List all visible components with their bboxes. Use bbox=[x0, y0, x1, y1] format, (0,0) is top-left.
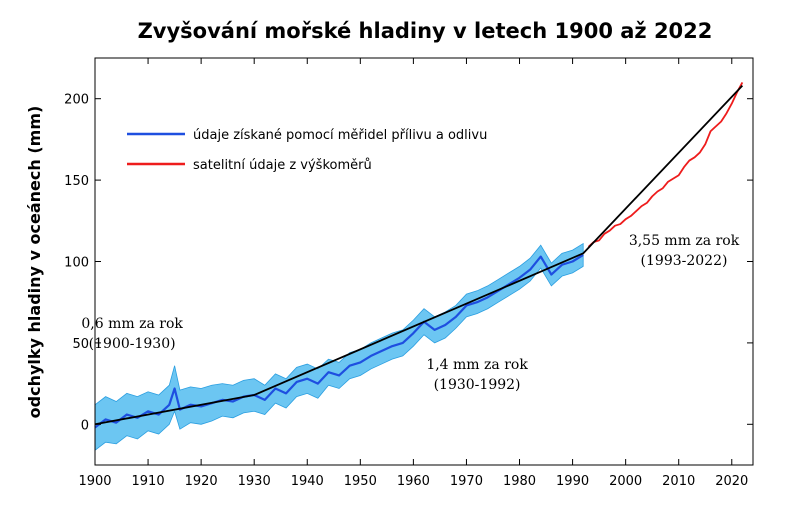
chart-title: Zvyšování mořské hladiny v letech 1900 a… bbox=[138, 19, 713, 43]
tide-gauge-band bbox=[94, 242, 584, 452]
x-tick-label: 2000 bbox=[609, 474, 642, 489]
legend: údaje získané pomocí měřidel přílivu a o… bbox=[127, 128, 487, 173]
y-tick-label: 100 bbox=[64, 256, 89, 271]
y-tick-label: 150 bbox=[64, 174, 89, 189]
tide-gauge-uncertainty-band bbox=[94, 242, 584, 452]
x-tick-label: 2010 bbox=[662, 474, 695, 489]
y-tick-label: 200 bbox=[64, 93, 89, 108]
annotation-rate: 1,4 mm za rok bbox=[426, 357, 528, 373]
annotation-rate: 3,55 mm za rok bbox=[629, 233, 740, 249]
y-tick-label: 0 bbox=[81, 418, 89, 433]
x-tick-label: 1930 bbox=[238, 474, 271, 489]
legend-label-satellite: satelitní údaje z výškoměrů bbox=[193, 158, 372, 173]
x-tick-label: 1990 bbox=[556, 474, 589, 489]
annotation-period: (1930-1992) bbox=[434, 377, 521, 393]
annotation-period: (1993-2022) bbox=[641, 253, 728, 269]
x-tick-label: 1960 bbox=[397, 474, 430, 489]
series-lines bbox=[94, 81, 744, 429]
x-tick-label: 2020 bbox=[715, 474, 748, 489]
x-tick-label: 1980 bbox=[503, 474, 536, 489]
x-tick-label: 1970 bbox=[450, 474, 483, 489]
satellite-line bbox=[587, 81, 744, 248]
x-tick-label: 1920 bbox=[185, 474, 218, 489]
x-tick-label: 1910 bbox=[132, 474, 165, 489]
x-tick-label: 1940 bbox=[291, 474, 324, 489]
trend-annotations: 0,6 mm za rok (1900-1930) 1,4 mm za rok (19… bbox=[81, 233, 739, 393]
axis-ticks: 1900 1910 1920 1930 1940 1950 1960 1970 1980 1990… bbox=[64, 58, 753, 489]
y-axis-label: odchylky hladiny v oceánech (mm) bbox=[25, 106, 44, 419]
annotation-rate: 0,6 mm za rok bbox=[81, 316, 183, 332]
annotation-period: (1900-1930) bbox=[89, 336, 176, 352]
y-tick-label: 50 bbox=[72, 337, 89, 352]
x-tick-label: 1950 bbox=[344, 474, 377, 489]
x-tick-label: 1900 bbox=[78, 474, 111, 489]
trend-line bbox=[94, 85, 744, 426]
legend-label-tide-gauge: údaje získané pomocí měřidel přílivu a o… bbox=[193, 128, 487, 143]
